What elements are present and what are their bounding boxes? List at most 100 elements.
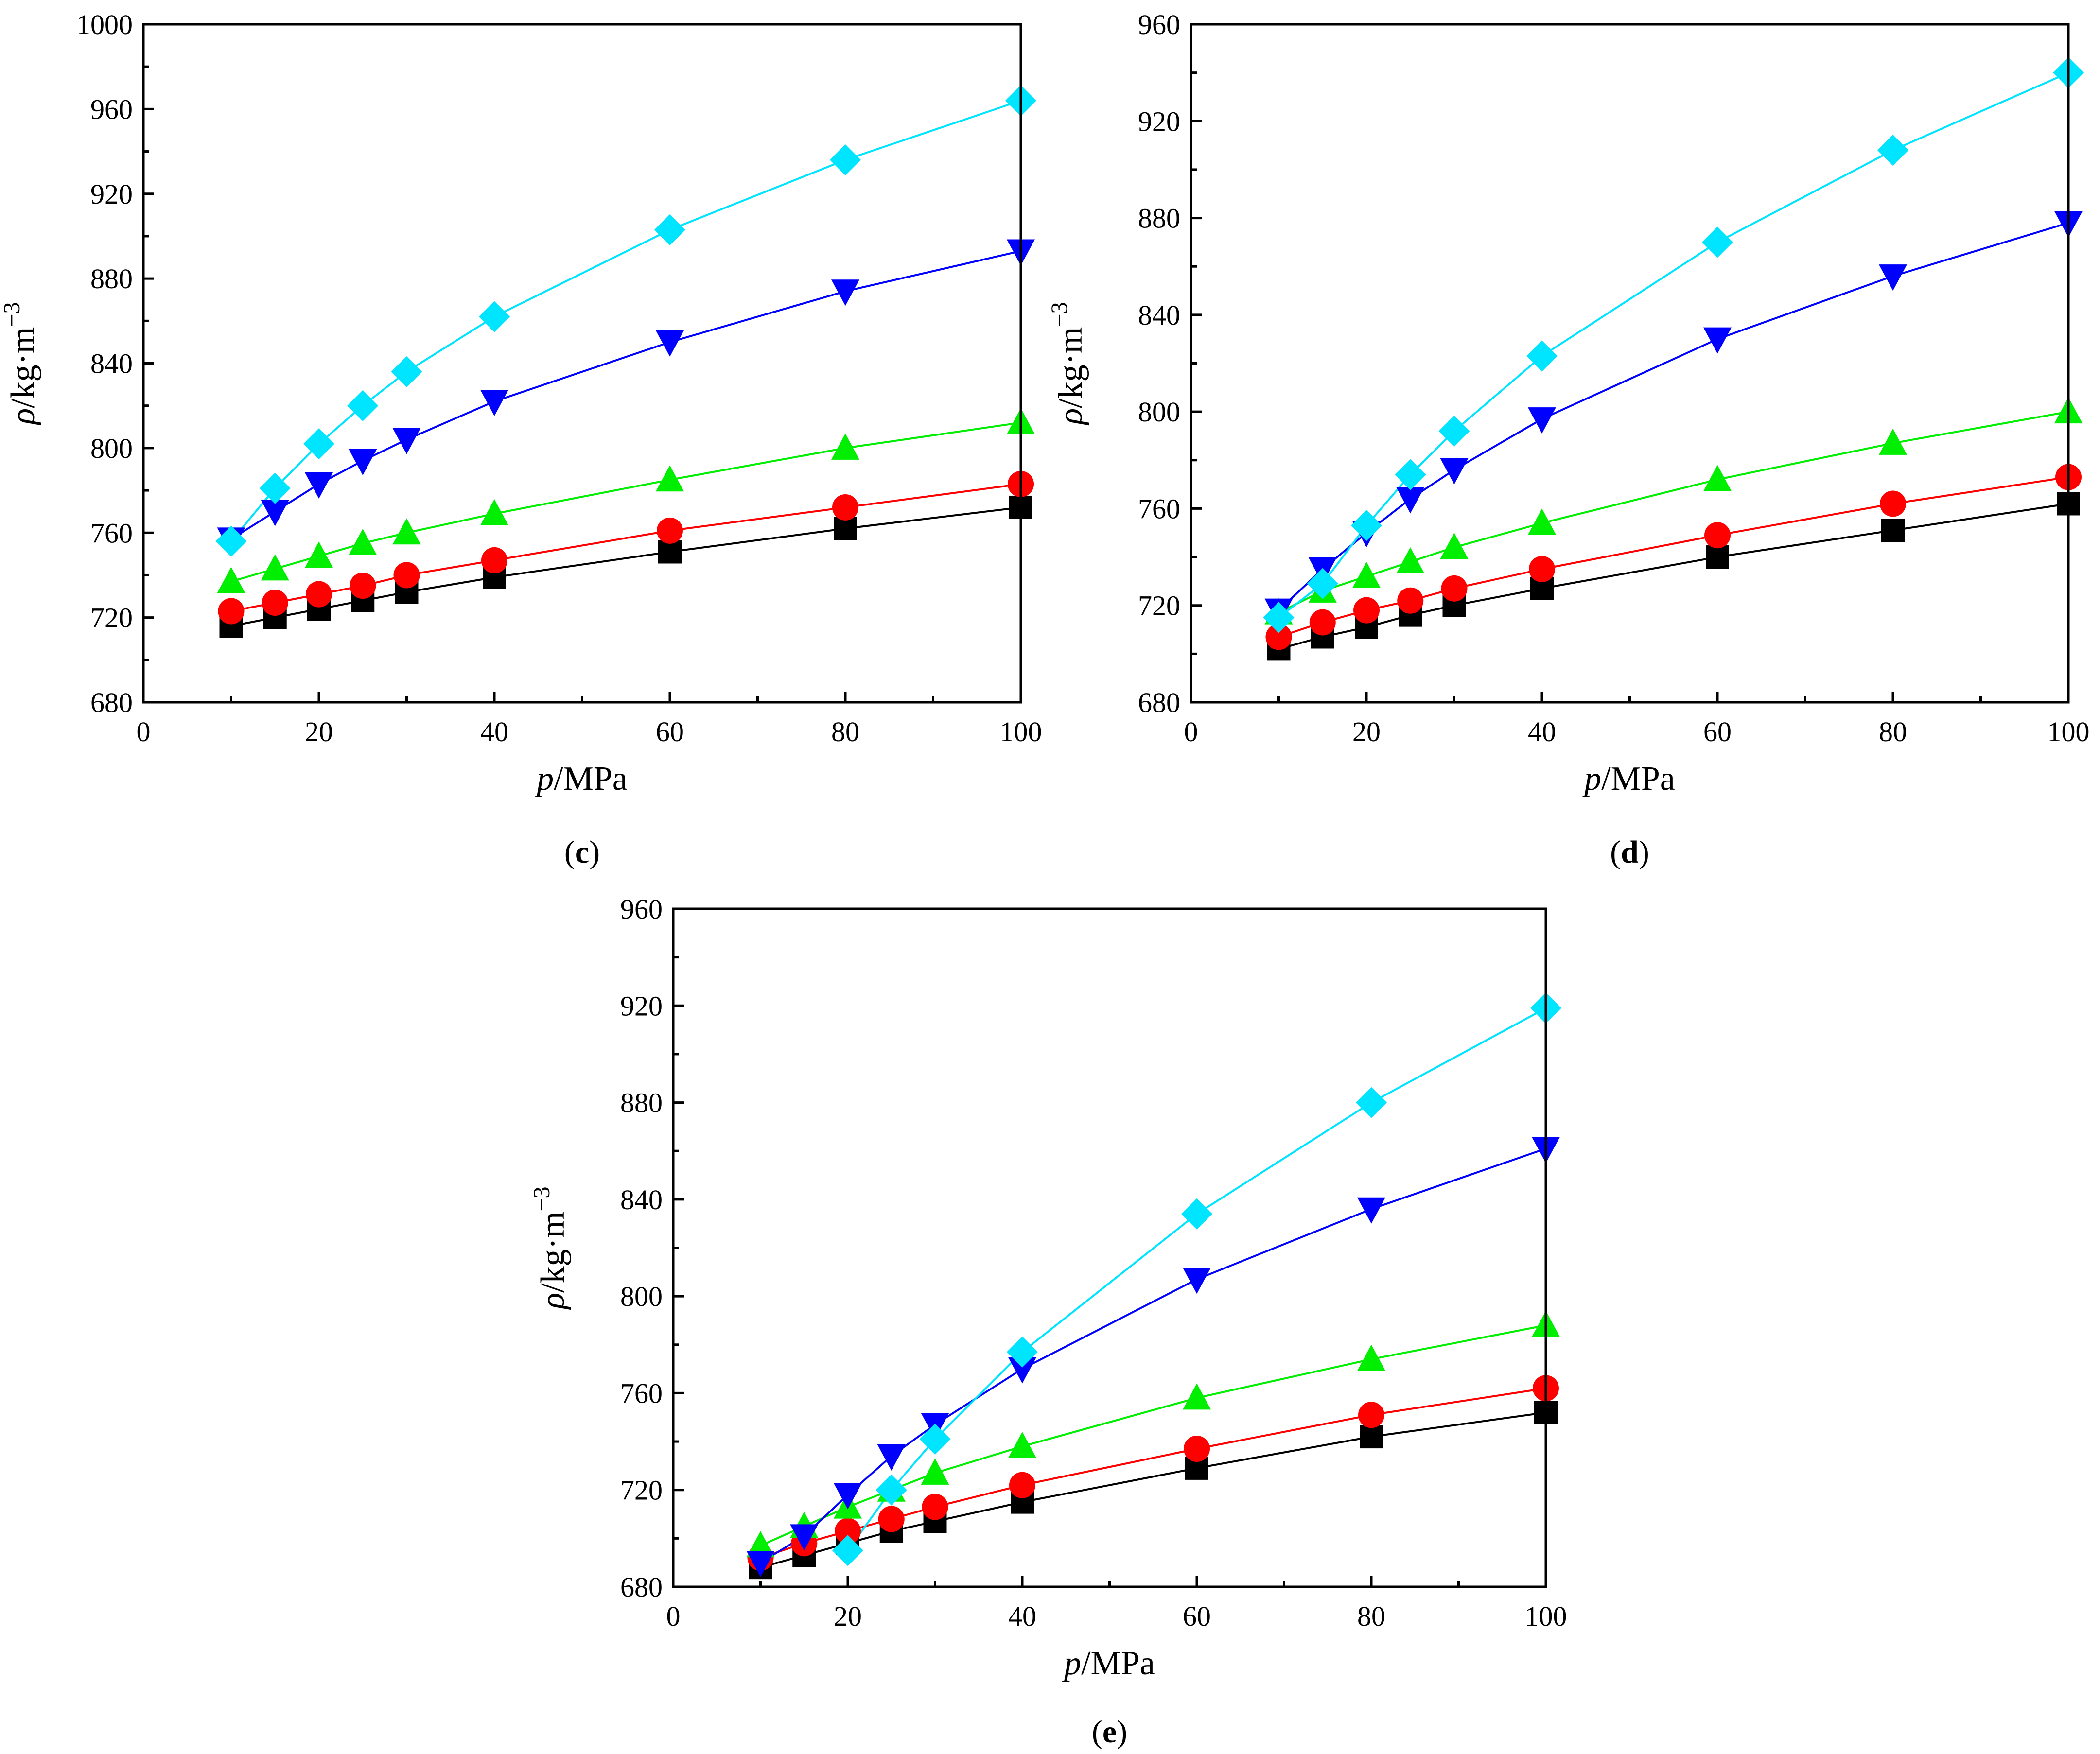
y-tick-label: 800 [1138, 396, 1180, 428]
data-point-green-triangle-up [217, 567, 245, 593]
x-tick-label: 60 [656, 716, 684, 747]
y-tick-label: 880 [1138, 203, 1180, 234]
x-tick-label: 20 [834, 1600, 862, 1632]
data-point-cyan-diamond [919, 1424, 951, 1455]
data-point-cyan-diamond [654, 214, 685, 245]
data-point-red-circle [218, 598, 245, 625]
y-tick-label: 840 [90, 348, 133, 380]
data-point-cyan-diamond [1877, 135, 1908, 166]
data-point-red-circle [1009, 1472, 1035, 1498]
y-tick-label: 920 [620, 990, 663, 1022]
data-point-green-triangle-up [1357, 1344, 1385, 1371]
panel-d: 0 20 40 60 80 100 680 720 760 800 840 880 920 960 p/MP… [1047, 9, 2090, 870]
data-point-red-circle [1353, 597, 1380, 624]
plot-frame [1190, 23, 2070, 704]
x-tick-label: 40 [480, 716, 508, 747]
data-point-red-circle [922, 1494, 948, 1520]
data-point-red-circle [1184, 1436, 1210, 1462]
plot-frame [142, 23, 1022, 704]
series-line-red-circle [1278, 476, 2069, 638]
y-tick-label: 720 [1138, 590, 1180, 622]
x-axis-title: p/MPa [534, 760, 628, 798]
series-line-red-circle [760, 1387, 1546, 1559]
data-point-blue-triangle-down [1879, 264, 1907, 291]
data-point-blue-triangle-down [746, 1551, 775, 1578]
y-tick-label: 720 [90, 602, 133, 634]
series-line-cyan-diamond [1278, 71, 2069, 619]
data-point-blue-triangle-down [1528, 407, 1556, 434]
series-line-cyan-diamond [230, 100, 1021, 542]
data-point-cyan-diamond [1007, 1336, 1038, 1368]
x-tick-label: 60 [1183, 1600, 1211, 1632]
data-point-red-circle [1880, 490, 1906, 517]
plot-frame [672, 907, 1547, 1588]
y-tick-label: 880 [620, 1087, 663, 1119]
data-point-cyan-diamond [832, 1535, 863, 1566]
data-point-green-triangle-up [656, 465, 684, 492]
data-point-green-triangle-up [1440, 533, 1469, 559]
x-tick-label: 0 [1184, 716, 1198, 747]
x-tick-label: 40 [1528, 716, 1556, 747]
y-tick-label: 880 [90, 263, 133, 295]
data-point-green-triangle-up [392, 518, 421, 545]
x-tick-label: 20 [305, 716, 333, 747]
y-tick-label: 760 [1138, 493, 1180, 524]
data-point-green-triangle-up [1396, 547, 1425, 574]
x-axis-title: p/MPa [1062, 1645, 1155, 1682]
data-point-blue-triangle-down [1183, 1268, 1211, 1294]
data-point-blue-triangle-down [1440, 458, 1469, 485]
data-point-red-circle [393, 562, 420, 589]
data-point-green-triangle-up [1008, 1432, 1036, 1459]
x-tick-label: 100 [2048, 716, 2090, 747]
x-tick-label: 100 [1525, 1600, 1567, 1632]
x-tick-label: 0 [666, 1600, 681, 1632]
data-point-green-triangle-up [305, 541, 333, 568]
data-point-black-square [1360, 1425, 1383, 1449]
panel-e: 0 20 40 60 80 100 680 720 760 800 840 880 920 960 p/MP… [529, 893, 1567, 1750]
y-tick-label: 920 [90, 178, 133, 210]
data-point-black-square [658, 540, 682, 564]
data-point-red-circle [1397, 587, 1424, 614]
data-point-cyan-diamond [259, 472, 291, 504]
panel-label: (e) [1092, 1714, 1127, 1750]
y-tick-label: 800 [90, 433, 133, 464]
series-line-green-triangle-up [760, 1324, 1546, 1547]
data-point-cyan-diamond [391, 356, 422, 387]
data-point-red-circle [1358, 1402, 1384, 1428]
data-point-blue-triangle-down [1008, 1357, 1036, 1384]
x-tick-label: 80 [831, 716, 859, 747]
data-point-blue-triangle-down [831, 279, 859, 306]
y-tick-label: 680 [620, 1571, 663, 1603]
data-point-cyan-diamond [875, 1474, 907, 1506]
series-line-blue-triangle-down [1278, 222, 2069, 611]
data-point-green-triangle-up [480, 499, 508, 526]
x-tick-label: 60 [1703, 716, 1732, 747]
data-point-cyan-diamond [1395, 459, 1426, 490]
data-point-cyan-diamond [215, 525, 247, 557]
x-axis-title: p/MPa [1582, 760, 1675, 798]
y-axis-title: ρ/kg·m−3 [0, 302, 42, 426]
data-point-red-circle [1265, 624, 1292, 650]
data-point-green-triangle-up [921, 1458, 949, 1485]
y-tick-label: 960 [620, 893, 663, 925]
data-point-black-square [1881, 519, 1905, 542]
data-point-cyan-diamond [1307, 568, 1338, 599]
data-point-green-triangle-up [831, 433, 859, 460]
y-tick-label: 1000 [76, 9, 133, 40]
panel-label: (d) [1610, 834, 1649, 870]
y-tick-label: 840 [620, 1184, 663, 1216]
data-point-cyan-diamond [1526, 340, 1558, 372]
data-point-cyan-diamond [1263, 602, 1295, 633]
data-point-cyan-diamond [1438, 416, 1470, 447]
data-point-cyan-diamond [1351, 510, 1382, 541]
x-tick-label: 40 [1008, 1600, 1036, 1632]
y-tick-label: 800 [620, 1281, 663, 1312]
data-point-blue-triangle-down [261, 500, 289, 526]
data-point-red-circle [350, 573, 376, 599]
data-point-cyan-diamond [303, 428, 334, 460]
data-point-cyan-diamond [1356, 1087, 1387, 1118]
data-point-red-circle [1704, 522, 1731, 549]
data-point-green-triangle-up [1703, 465, 1732, 491]
data-point-blue-triangle-down [656, 330, 684, 357]
data-point-red-circle [1441, 575, 1468, 602]
